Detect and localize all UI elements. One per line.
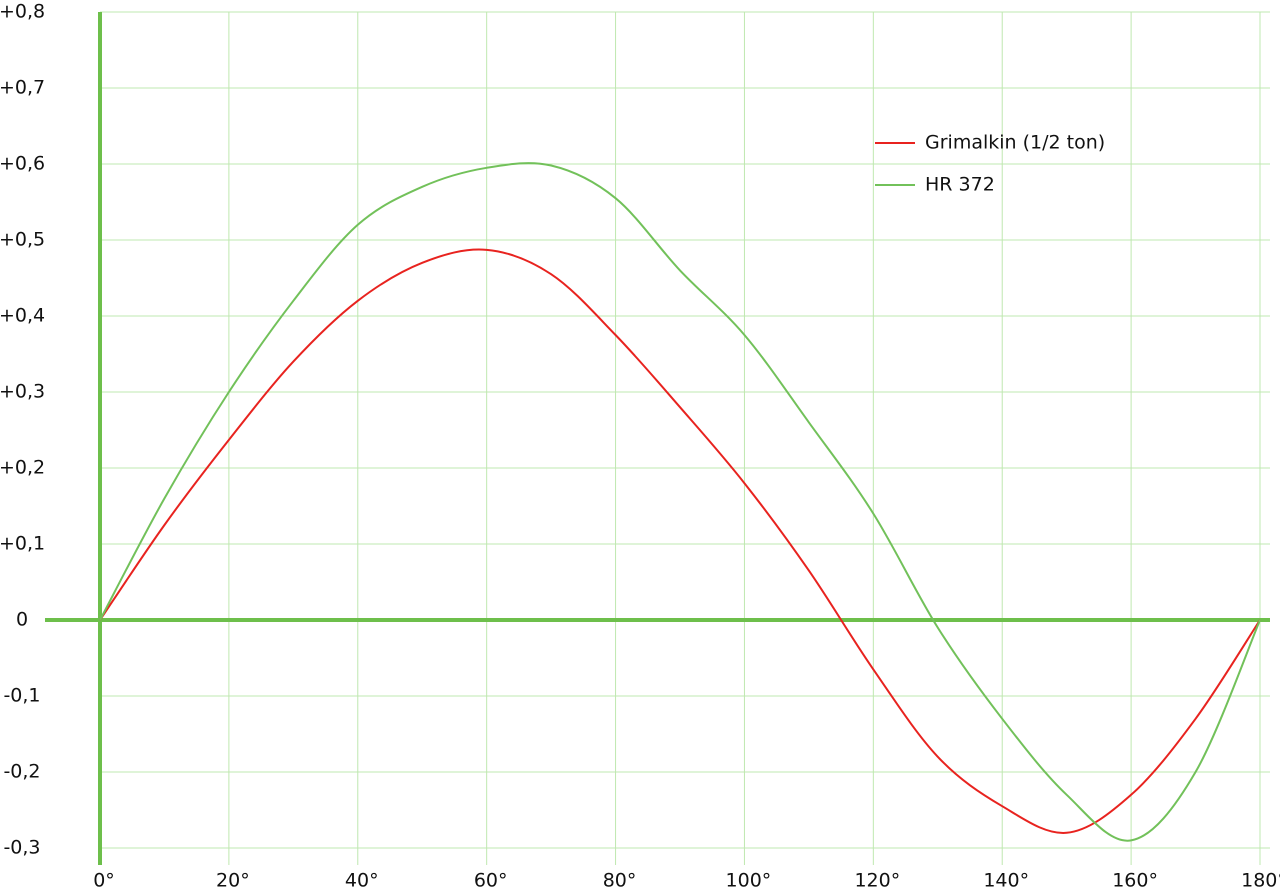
y-tick-label: +0,6	[0, 153, 45, 175]
y-tick-label: +0,7	[0, 77, 45, 99]
y-tick-label: +0,2	[0, 457, 45, 479]
legend-label: Grimalkin (1/2 ton)	[925, 132, 1105, 154]
y-tick-label: -0,1	[3, 685, 40, 707]
y-tick-label: +0,1	[0, 533, 45, 555]
y-tick-label: +0,8	[0, 1, 45, 23]
x-tick-label: 0°	[93, 870, 115, 892]
y-tick-label: -0,2	[3, 761, 40, 783]
legend-label: HR 372	[925, 174, 995, 196]
x-tick-label: 120°	[854, 870, 900, 892]
x-tick-label: 140°	[983, 870, 1029, 892]
x-tick-label: 60°	[474, 870, 508, 892]
series-line	[99, 162, 1261, 842]
x-tick-label: 180°	[1241, 870, 1280, 892]
y-tick-label: +0,3	[0, 381, 45, 403]
y-tick-label: 0	[16, 609, 28, 631]
y-tick-label: +0,4	[0, 305, 45, 327]
x-tick-label: 100°	[726, 870, 772, 892]
series-line	[99, 248, 1261, 834]
x-tick-label: 20°	[216, 870, 250, 892]
x-tick-label: 160°	[1112, 870, 1158, 892]
x-tick-label: 80°	[603, 870, 637, 892]
y-tick-label: -0,3	[3, 837, 40, 859]
x-tick-label: 40°	[345, 870, 379, 892]
y-tick-label: +0,5	[0, 229, 45, 251]
